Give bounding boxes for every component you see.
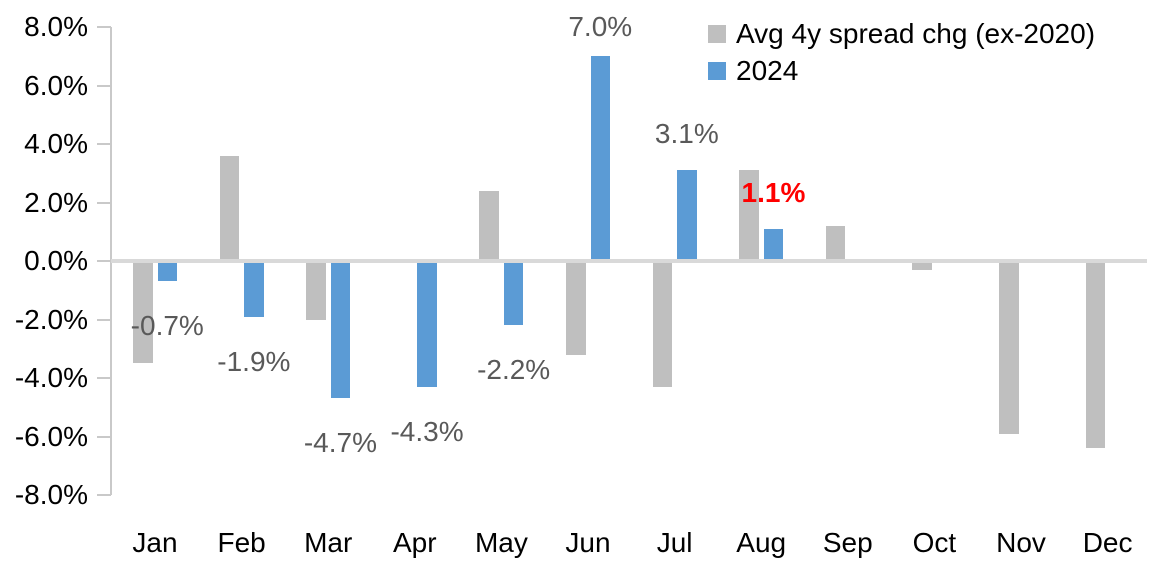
x-axis-label-oct: Oct <box>912 527 957 558</box>
y-axis-tick-mark <box>97 84 111 87</box>
x-axis-label-apr: Apr <box>393 527 437 558</box>
y-axis-tick-mark <box>97 494 111 496</box>
x-axis-label-dec: Dec <box>1082 527 1133 558</box>
bar-avg-jul <box>652 261 673 387</box>
data-label-mar: -4.7% <box>303 427 378 459</box>
x-axis-label-may: May <box>474 527 528 558</box>
legend-swatch-icon <box>708 24 726 43</box>
bar-avg-sep <box>825 225 846 261</box>
bar-avg-feb <box>219 155 240 261</box>
y-axis-tick-label: 4.0% <box>24 128 88 159</box>
data-label-apr: -4.3% <box>390 415 464 447</box>
y-axis-tick-label: -2.0% <box>14 303 88 335</box>
y-axis-tick-label: -8.0% <box>14 479 88 510</box>
y-axis-tick-mark <box>97 318 111 321</box>
y-axis-tick-label: -6.0% <box>14 420 88 452</box>
y-axis-tick-label: -4.0% <box>14 362 88 393</box>
bar-2024-may <box>503 261 524 326</box>
bar-2024-jul <box>677 170 697 261</box>
x-axis-label-feb: Feb <box>217 527 266 558</box>
x-axis-label-sep: Sep <box>822 527 873 558</box>
zero-gridline <box>111 259 1147 263</box>
legend-label: 2024 <box>736 55 799 86</box>
data-label-jun: 7.0% <box>568 11 633 42</box>
y-axis-tick-label: 2.0% <box>24 186 88 218</box>
bar-avg-mar <box>306 261 326 320</box>
bar-avg-dec <box>1085 261 1106 449</box>
data-label-aug: 1.1% <box>741 176 806 208</box>
y-axis-tick-mark <box>97 260 111 262</box>
bar-avg-nov <box>999 261 1019 434</box>
data-label-may: -2.2% <box>477 354 551 386</box>
legend: Avg 4y spread chg (ex-2020) 2024 <box>708 15 1095 89</box>
bar-2024-jan <box>157 261 177 282</box>
y-axis-tick-mark <box>97 143 111 145</box>
legend-item: 2024 <box>708 52 1095 89</box>
bar-2024-apr <box>417 261 437 387</box>
y-axis-tick-mark <box>97 435 111 438</box>
y-axis-tick-mark <box>97 377 111 379</box>
bar-avg-jan <box>133 261 153 364</box>
x-axis-label-jun: Jun <box>565 527 611 558</box>
y-axis-tick-label: 0.0% <box>24 245 88 276</box>
data-label-jan: -0.7% <box>130 310 204 342</box>
y-axis-tick-label: 8.0% <box>24 11 88 42</box>
legend-item: Avg 4y spread chg (ex-2020) <box>708 15 1095 52</box>
legend-swatch-icon <box>708 61 726 80</box>
x-axis-label-jan: Jan <box>132 527 178 558</box>
bar-2024-feb <box>244 261 264 317</box>
data-label-feb: -1.9% <box>217 345 291 377</box>
bar-avg-oct <box>912 261 932 270</box>
data-label-jul: 3.1% <box>654 118 719 150</box>
bar-2024-aug <box>763 228 784 261</box>
bar-2024-mar <box>330 261 351 399</box>
bar-2024-jun <box>590 56 610 261</box>
x-axis-label-nov: Nov <box>996 527 1046 558</box>
bar-avg-jun <box>566 261 586 355</box>
y-axis-tick-mark <box>97 26 111 28</box>
y-axis-tick-mark <box>97 201 111 204</box>
y-axis-tick-label: 6.0% <box>24 69 88 101</box>
x-axis-label-aug: Aug <box>736 527 787 558</box>
bar-avg-aug <box>739 170 759 261</box>
legend-label: Avg 4y spread chg (ex-2020) <box>736 18 1096 49</box>
x-axis-label-jul: Jul <box>656 527 693 558</box>
bar-avg-may <box>479 190 499 261</box>
x-axis-label-mar: Mar <box>304 527 353 558</box>
